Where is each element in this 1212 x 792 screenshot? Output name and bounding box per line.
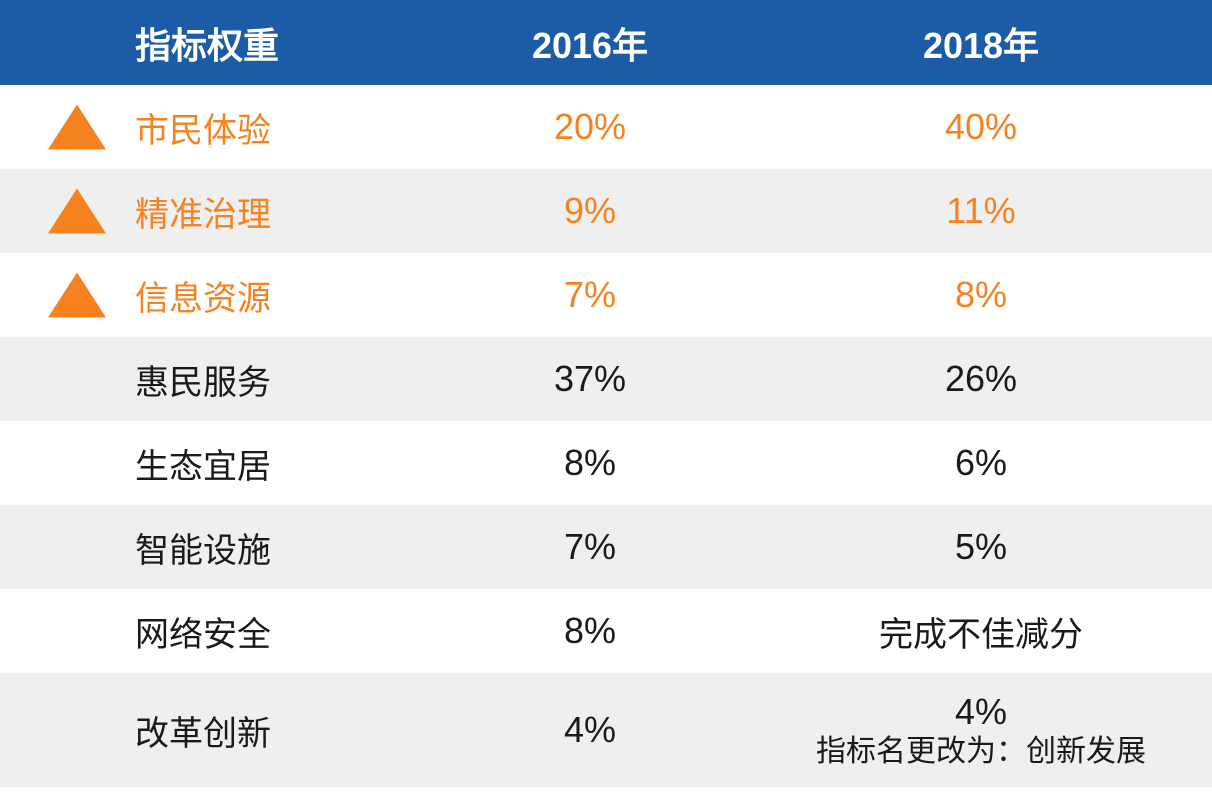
cell-2016-value: 4%: [563, 709, 617, 750]
indicator-label: 精准治理: [135, 195, 271, 234]
cell-2018-value: 8%: [954, 274, 1008, 315]
indicator-cell: 惠民服务: [0, 337, 390, 421]
indicator-cell: 市民体验: [0, 85, 390, 169]
cell-2016-value: 8%: [563, 610, 617, 651]
up-triangle-icon: [48, 272, 106, 318]
cell-2016-value: 20%: [553, 106, 627, 147]
table-row: 市民体验 20% 40%: [0, 85, 1212, 169]
header-cell-2018: 2018年: [922, 24, 1040, 66]
cell-2018-percent: 4%: [954, 691, 1008, 733]
indicator-cell: 网络安全: [0, 589, 390, 673]
table-row: 精准治理 9% 11%: [0, 169, 1212, 253]
table-row: 改革创新 4% 4% 指标名更改为：创新发展: [0, 673, 1212, 787]
cell-2018-value: 4% 指标名更改为：创新发展: [790, 673, 1212, 787]
cell-2016-value: 37%: [553, 358, 627, 399]
indicator-cell: 信息资源: [0, 253, 390, 337]
table-row: 智能设施 7% 5%: [0, 505, 1212, 589]
indicator-cell: 生态宜居: [0, 421, 390, 505]
indicator-label: 智能设施: [135, 531, 271, 570]
table-header-row: 指标权重 2016年 2018年: [0, 0, 1212, 85]
indicator-cell: 精准治理: [0, 169, 390, 253]
up-triangle-icon: [48, 104, 106, 150]
header-cell-2016: 2016年: [531, 24, 649, 66]
cell-2018-value: 26%: [944, 358, 1018, 399]
cell-2018-value: 5%: [954, 526, 1008, 567]
up-triangle-icon: [48, 188, 106, 234]
indicator-label: 网络安全: [135, 615, 271, 654]
indicator-label: 生态宜居: [135, 447, 271, 486]
cell-2016-value: 9%: [563, 190, 617, 231]
indicator-cell: 智能设施: [0, 505, 390, 589]
table-row: 信息资源 7% 8%: [0, 253, 1212, 337]
indicator-label: 惠民服务: [135, 363, 271, 402]
indicator-label: 信息资源: [135, 279, 271, 318]
cell-2018-value: 完成不佳减分: [879, 615, 1083, 654]
cell-2016-value: 7%: [563, 526, 617, 567]
header-cell-indicator: 指标权重: [135, 24, 280, 66]
cell-2018-value: 6%: [954, 442, 1008, 483]
cell-2018-note: 指标名更改为：创新发展: [816, 734, 1146, 768]
table-row: 生态宜居 8% 6%: [0, 421, 1212, 505]
cell-2018-value: 11%: [946, 190, 1016, 231]
table-row: 惠民服务 37% 26%: [0, 337, 1212, 421]
indicator-label: 市民体验: [135, 111, 271, 150]
indicator-label: 改革创新: [135, 714, 271, 753]
cell-2018-value: 40%: [944, 106, 1018, 147]
cell-2016-value: 7%: [563, 274, 617, 315]
indicator-cell: 改革创新: [0, 673, 390, 787]
table-row: 网络安全 8% 完成不佳减分: [0, 589, 1212, 673]
cell-2016-value: 8%: [563, 442, 617, 483]
